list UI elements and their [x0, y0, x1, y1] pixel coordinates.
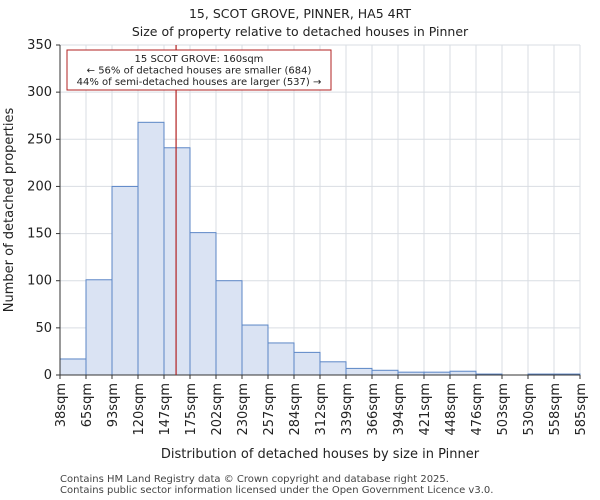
annotation-text-line-3: 44% of semi-detached houses are larger (…: [77, 77, 322, 88]
x-tick-label: 175sqm: [184, 383, 199, 436]
histogram-bar: [319, 361, 347, 376]
histogram-bar: [59, 358, 87, 376]
x-tick-label: 585sqm: [574, 383, 589, 436]
x-tick-label: 339sqm: [340, 383, 355, 436]
footer-line-2: Contains public sector information licen…: [60, 485, 494, 496]
y-tick-label: 50: [35, 321, 52, 336]
y-tick-label: 0: [44, 368, 52, 383]
x-tick-label: 284sqm: [288, 383, 303, 436]
y-tick-label: 200: [27, 179, 52, 194]
x-tick-label: 38sqm: [54, 383, 69, 427]
annotation-text-line-1: 15 SCOT GROVE: 160sqm: [135, 54, 264, 65]
x-tick-label: 93sqm: [106, 383, 121, 427]
x-tick-label: 448sqm: [444, 383, 459, 436]
x-tick-label: 257sqm: [262, 383, 277, 436]
y-tick-label: 300: [27, 85, 52, 100]
x-tick-label: 394sqm: [392, 383, 407, 436]
x-tick-label: 65sqm: [80, 383, 95, 427]
histogram-bar: [163, 147, 191, 376]
histogram-bar: [189, 232, 217, 376]
x-tick-label: 476sqm: [470, 383, 485, 436]
y-tick-label: 350: [27, 38, 52, 53]
x-tick-label: 503sqm: [496, 383, 511, 436]
x-tick-label: 147sqm: [158, 383, 173, 436]
histogram-bar: [267, 342, 295, 376]
histogram-bar: [345, 367, 373, 376]
histogram-bar: [215, 280, 243, 376]
chart-title-line-1: 15, SCOT GROVE, PINNER, HA5 4RT: [188, 6, 412, 21]
histogram-bar: [137, 121, 165, 376]
x-tick-label: 312sqm: [314, 383, 329, 436]
x-tick-label: 230sqm: [236, 383, 251, 436]
annotation-text-line-2: ← 56% of detached houses are smaller (68…: [87, 66, 312, 77]
footer-line-1: Contains HM Land Registry data © Crown c…: [60, 474, 449, 485]
x-tick-label: 366sqm: [366, 383, 381, 436]
y-tick-label: 150: [27, 227, 52, 242]
histogram-bar: [371, 369, 399, 376]
y-tick-label: 250: [27, 132, 52, 147]
x-tick-label: 202sqm: [210, 383, 225, 436]
y-tick-label: 100: [27, 274, 52, 289]
histogram-bar: [293, 351, 321, 376]
histogram-bar: [111, 185, 139, 376]
x-tick-label: 530sqm: [522, 383, 537, 436]
x-tick-label: 421sqm: [418, 383, 433, 436]
x-tick-label: 558sqm: [548, 383, 563, 436]
y-axis-title: Number of detached properties: [2, 108, 17, 313]
annotation-box: [66, 49, 332, 91]
histogram-bar: [85, 279, 113, 376]
histogram-bar: [241, 324, 269, 376]
x-tick-label: 120sqm: [132, 383, 147, 436]
histogram-bar: [449, 370, 477, 376]
x-axis-title: Distribution of detached houses by size …: [161, 447, 480, 462]
chart-title-line-2: Size of property relative to detached ho…: [131, 24, 469, 39]
